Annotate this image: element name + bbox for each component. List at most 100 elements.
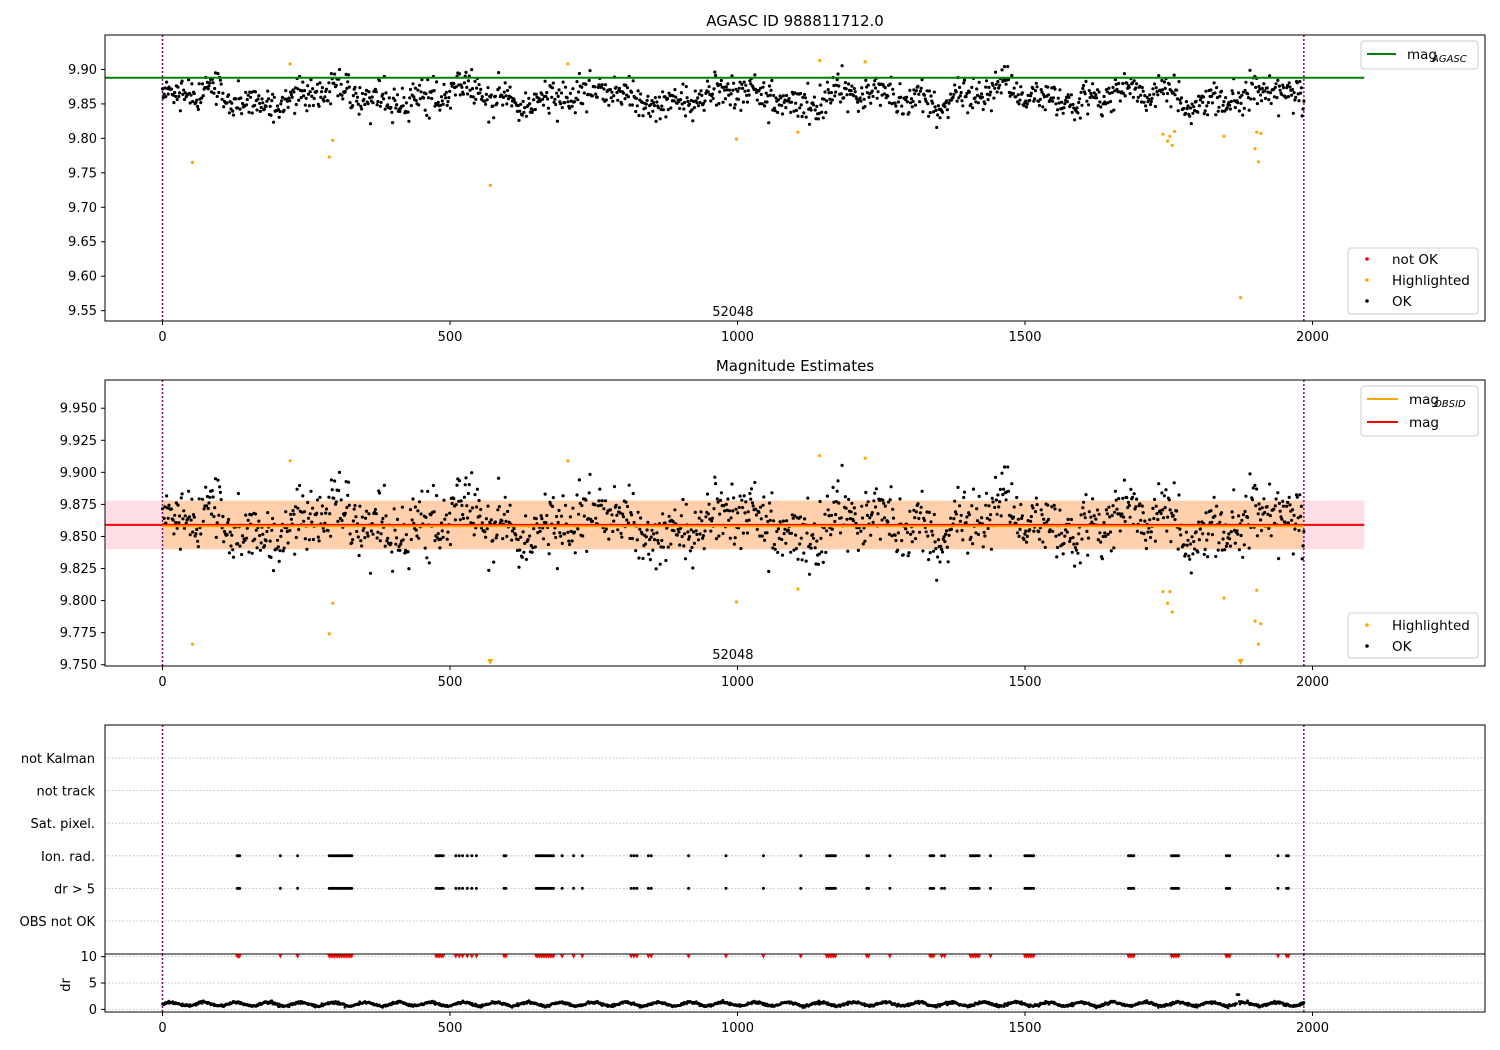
data-point-ok [894,104,898,108]
data-point-ok [427,116,431,120]
data-point-ok [827,91,831,95]
data-point-ok [1108,515,1112,519]
data-point-ok [187,489,191,493]
data-point-ok [1055,555,1059,559]
data-point-ok [172,532,176,536]
data-point-ok [920,78,924,82]
data-point-ok [626,521,631,525]
clipped-marker [487,659,494,665]
data-point-ok [1239,101,1243,105]
data-point-ok [775,529,779,534]
data-point-ok [379,532,383,536]
data-point-ok [700,519,704,523]
data-point-ok [717,534,721,538]
data-point-ok [1072,542,1076,546]
data-point-ok [377,491,382,495]
data-point-ok [467,483,471,487]
data-point-highlighted [818,454,822,458]
data-point-ok [489,518,493,522]
data-point-ok [1035,85,1039,89]
data-point-ok [269,555,273,560]
data-point-ok [715,497,719,501]
data-point-ok [855,97,859,101]
data-point-ok [183,514,187,518]
data-point-ok [933,105,937,109]
data-point-ok [576,98,580,102]
data-point-highlighted [796,130,800,134]
data-point-ok [709,99,713,103]
data-point-ok [1049,96,1053,100]
data-point-ok [240,552,244,557]
data-point-ok [1114,82,1118,86]
data-point-ok [568,515,573,519]
data-point-ok [1143,94,1147,98]
data-point-ok [1295,81,1299,85]
x-tick-label: 1000 [721,330,754,345]
data-point-ok [545,91,549,95]
data-point-ok [926,534,930,538]
data-point-ok [996,493,1000,497]
data-point-ok [321,526,325,530]
data-point-ok [1035,503,1039,507]
data-point-ok [1206,532,1210,536]
data-point-ok [290,95,294,99]
data-point-ok [573,551,577,555]
data-point-ok [1269,534,1273,538]
data-point-ok [1194,99,1198,103]
data-point-ok [794,547,799,551]
data-point-ok [271,516,275,521]
data-point-highlighted [1256,642,1261,646]
data-point-ok [609,96,613,100]
data-point-ok [949,527,954,531]
data-point-ok [356,102,360,106]
data-point-ok [359,539,363,543]
data-point-ok [899,95,903,99]
data-point-ok [1263,510,1267,515]
data-point-ok [1252,97,1256,101]
data-point-ok [772,519,776,523]
data-point-ok [1079,513,1083,517]
data-point-ok [367,512,371,516]
obsid-label: 52048 [712,648,753,663]
data-point-ok [303,103,307,107]
data-point-ok [329,534,333,538]
data-point-ok [311,87,315,91]
data-point-ok [833,94,837,98]
data-point-ok [649,535,653,539]
data-point-ok [749,487,754,491]
data-point-ok [1269,101,1273,106]
data-point-ok [222,105,226,109]
data-point-ok [439,537,443,541]
data-point-ok [212,514,216,519]
data-point-ok [1246,515,1250,520]
data-point-ok [809,108,813,112]
data-point-ok [593,85,597,89]
data-point-ok [309,489,313,493]
data-point-ok [818,83,822,87]
data-point-ok [1244,80,1248,84]
data-point-ok [205,80,209,84]
data-point-ok [1212,495,1216,499]
data-point-ok [961,538,965,542]
data-point-ok [1205,538,1209,542]
data-point-ok [986,98,990,102]
data-point-ok [652,101,656,105]
data-point-ok [470,68,474,72]
data-point-ok [282,546,286,550]
data-point-ok [679,91,684,95]
data-point-ok [484,92,488,96]
data-point-ok [370,95,374,99]
data-point-ok [1068,539,1072,544]
data-point-ok [691,566,695,570]
data-point-ok [891,87,895,91]
data-point-ok [639,516,643,520]
data-point-ok [520,555,524,559]
data-point-ok [271,92,275,96]
data-point-ok [179,496,183,500]
x-tick-label: 1000 [721,675,754,690]
data-point-ok [1250,498,1255,502]
data-point-ok [778,520,782,524]
data-point-ok [864,490,868,495]
data-point-ok [398,548,402,553]
